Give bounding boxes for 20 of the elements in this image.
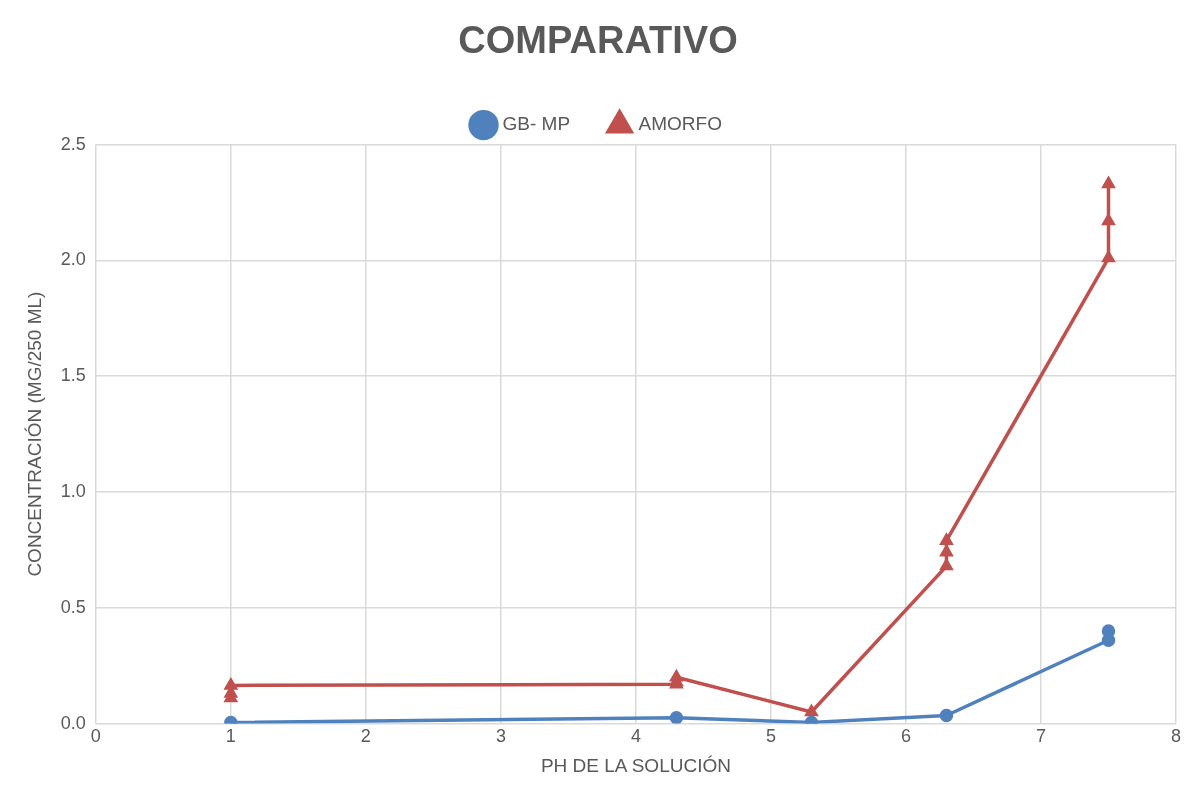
y-tick-label: 2.5 <box>60 133 86 154</box>
x-tick-label: 2 <box>360 726 371 747</box>
y-tick-label: 0.0 <box>60 712 86 733</box>
y-axis-title: CONCENTRACIÓN (MG/250 ML) <box>23 291 45 577</box>
legend-label: AMORFO <box>638 113 722 135</box>
x-tick-label: 1 <box>225 726 236 747</box>
chart-title: COMPARATIVO <box>458 19 738 62</box>
x-tick-label: 6 <box>900 726 911 747</box>
x-axis-title: PH DE LA SOLUCIÓN <box>540 754 731 776</box>
x-tick-label: 3 <box>495 726 506 747</box>
x-tick-label: 8 <box>1170 726 1182 747</box>
y-tick-label: 1.5 <box>60 365 86 386</box>
y-tick-label: 2.0 <box>60 249 86 270</box>
legend-label: GB- MP <box>502 113 571 135</box>
y-tick-label: 0.5 <box>60 596 86 617</box>
x-tick-label: 4 <box>630 726 641 747</box>
x-tick-label: 5 <box>765 726 776 747</box>
x-tick-label: 0 <box>90 726 101 747</box>
x-tick-label: 7 <box>1035 726 1046 747</box>
y-tick-label: 1.0 <box>60 480 86 501</box>
